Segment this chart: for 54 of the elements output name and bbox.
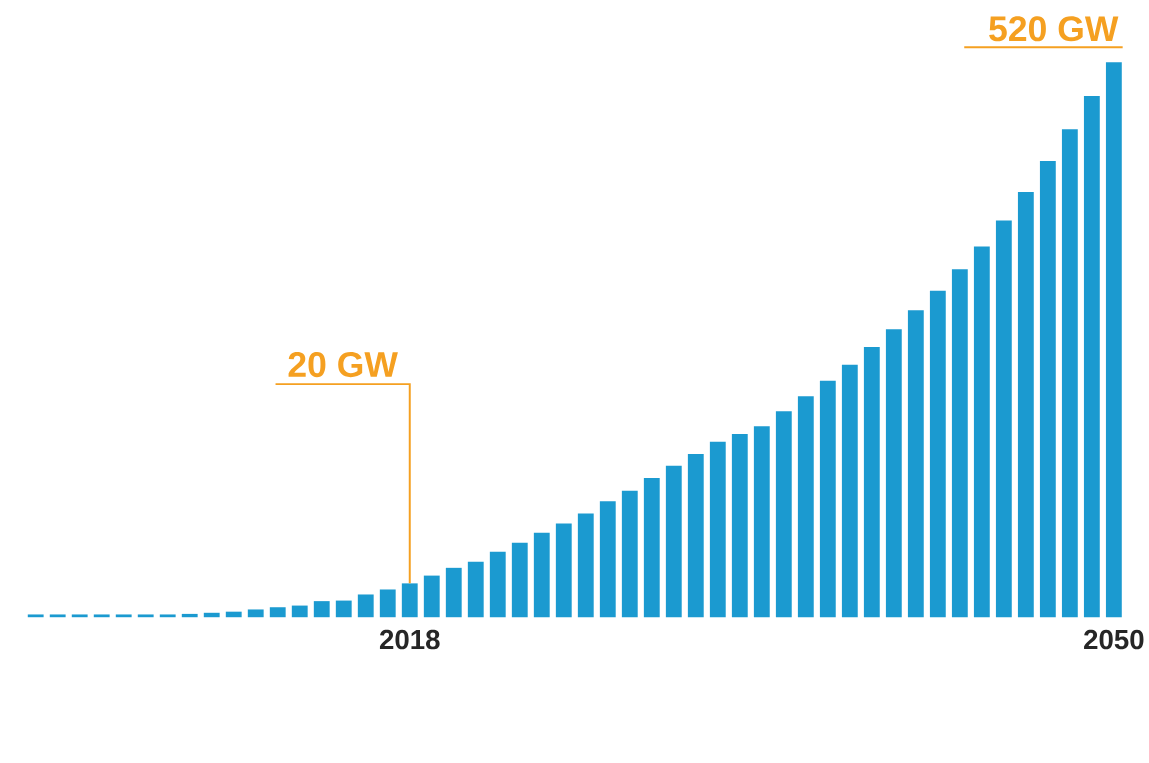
bar — [797, 396, 814, 618]
bar — [533, 532, 550, 618]
bar — [731, 433, 748, 618]
bar — [687, 453, 704, 618]
bar — [951, 269, 968, 618]
bar — [93, 614, 110, 618]
x-tick-label: 2050 — [1084, 629, 1144, 650]
bar — [863, 346, 880, 618]
bar — [423, 575, 440, 618]
bar — [753, 426, 770, 618]
bar — [71, 614, 88, 618]
bar — [555, 523, 572, 618]
bar — [1105, 62, 1122, 618]
bar — [995, 220, 1012, 618]
bar — [1017, 191, 1034, 618]
bar — [203, 612, 220, 618]
bar — [291, 605, 308, 618]
bar — [1039, 160, 1056, 618]
bar — [665, 465, 682, 618]
bar — [269, 607, 286, 618]
bar — [401, 583, 418, 618]
bar — [137, 614, 154, 618]
bar — [247, 609, 264, 618]
bar — [49, 614, 66, 618]
bar — [357, 594, 374, 618]
bar — [599, 501, 616, 618]
bar — [115, 614, 132, 618]
bar — [577, 513, 594, 618]
bar — [907, 310, 924, 618]
bar — [709, 441, 726, 618]
bar — [379, 589, 396, 618]
bar — [313, 600, 330, 618]
bar — [621, 490, 638, 618]
bar — [27, 614, 44, 618]
bar — [225, 611, 242, 618]
bar — [643, 477, 660, 618]
bar — [467, 561, 484, 618]
bar — [929, 290, 946, 618]
bar — [973, 246, 990, 618]
bar — [159, 614, 176, 618]
bar — [511, 542, 528, 618]
bar — [775, 411, 792, 618]
bar — [181, 613, 198, 618]
annotation: 520 GW — [989, 15, 1119, 42]
bar — [335, 600, 352, 618]
bar — [841, 364, 858, 618]
annotation: 20 GW — [288, 351, 398, 377]
x-tick-label: 2018 — [379, 629, 440, 650]
bar — [885, 328, 902, 618]
bar — [1061, 129, 1078, 618]
bar — [489, 551, 506, 618]
bar — [445, 567, 462, 618]
bar — [819, 380, 836, 618]
bar — [1083, 95, 1100, 618]
